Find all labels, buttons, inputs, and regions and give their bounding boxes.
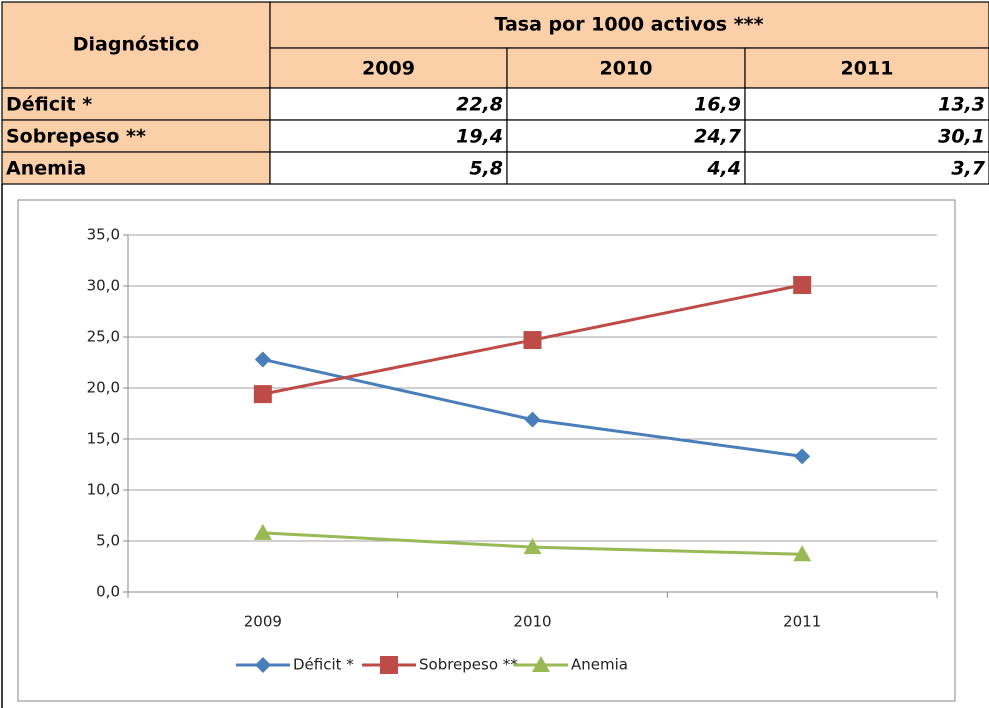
legend-label: Anemia: [571, 656, 628, 674]
row-label: Sobrepeso **: [6, 126, 146, 148]
y-tick-label: 15,0: [87, 430, 120, 448]
table-cell: [506, 87, 746, 121]
table-cell-value: 30,1: [938, 126, 985, 148]
legend-label: Sobrepeso **: [419, 656, 518, 674]
table-cell-value: 22,8: [456, 94, 503, 116]
table-cell: [269, 119, 508, 153]
data-point: [524, 411, 541, 428]
table-cell-value: 5,8: [469, 158, 503, 180]
legend-label: Déficit *: [293, 656, 354, 674]
table-cell: [269, 47, 508, 89]
table-cell: [1, 151, 271, 185]
table-cell: [744, 151, 989, 185]
y-tick-label: 5,0: [96, 532, 120, 550]
y-tick-label: 35,0: [87, 226, 120, 244]
x-tick-label: 2011: [783, 613, 821, 631]
table-cell-value: 16,9: [694, 94, 741, 116]
header-cell: Tasa por 1000 activos ***: [494, 14, 763, 36]
row-label: Déficit *: [6, 94, 92, 116]
data-point: [254, 351, 271, 368]
data-point: [253, 523, 272, 540]
table-cell-value: 3,7: [951, 158, 985, 180]
header-cell: 2011: [841, 58, 894, 80]
row-label: Anemia: [6, 158, 86, 180]
x-tick-label: 2009: [244, 613, 282, 631]
table-cell-value: 19,4: [456, 126, 503, 148]
table-cell: [744, 87, 989, 121]
legend-marker: [532, 656, 550, 672]
data-point: [794, 448, 811, 465]
data-point: [523, 331, 542, 350]
x-tick-label: 2010: [513, 613, 551, 631]
legend-marker: [255, 657, 271, 673]
header-cell: 2009: [362, 58, 415, 80]
legend-marker: [380, 656, 398, 674]
table-cell-value: 4,4: [706, 158, 741, 180]
data-point: [523, 538, 542, 555]
table-cell-value: 24,7: [694, 126, 742, 148]
data-point: [253, 385, 272, 404]
header-cell: Diagnóstico: [73, 34, 200, 56]
y-tick-label: 20,0: [87, 379, 120, 397]
y-tick-label: 30,0: [87, 277, 120, 295]
table-cell-value: 13,3: [938, 94, 985, 116]
table-cell: [269, 87, 508, 121]
y-tick-label: 0,0: [96, 583, 120, 601]
y-tick-label: 10,0: [87, 481, 120, 499]
y-tick-label: 25,0: [87, 328, 120, 346]
header-cell: 2010: [600, 58, 653, 80]
data-point: [793, 545, 812, 562]
table-cell: [1, 1, 271, 89]
data-point: [793, 275, 812, 294]
